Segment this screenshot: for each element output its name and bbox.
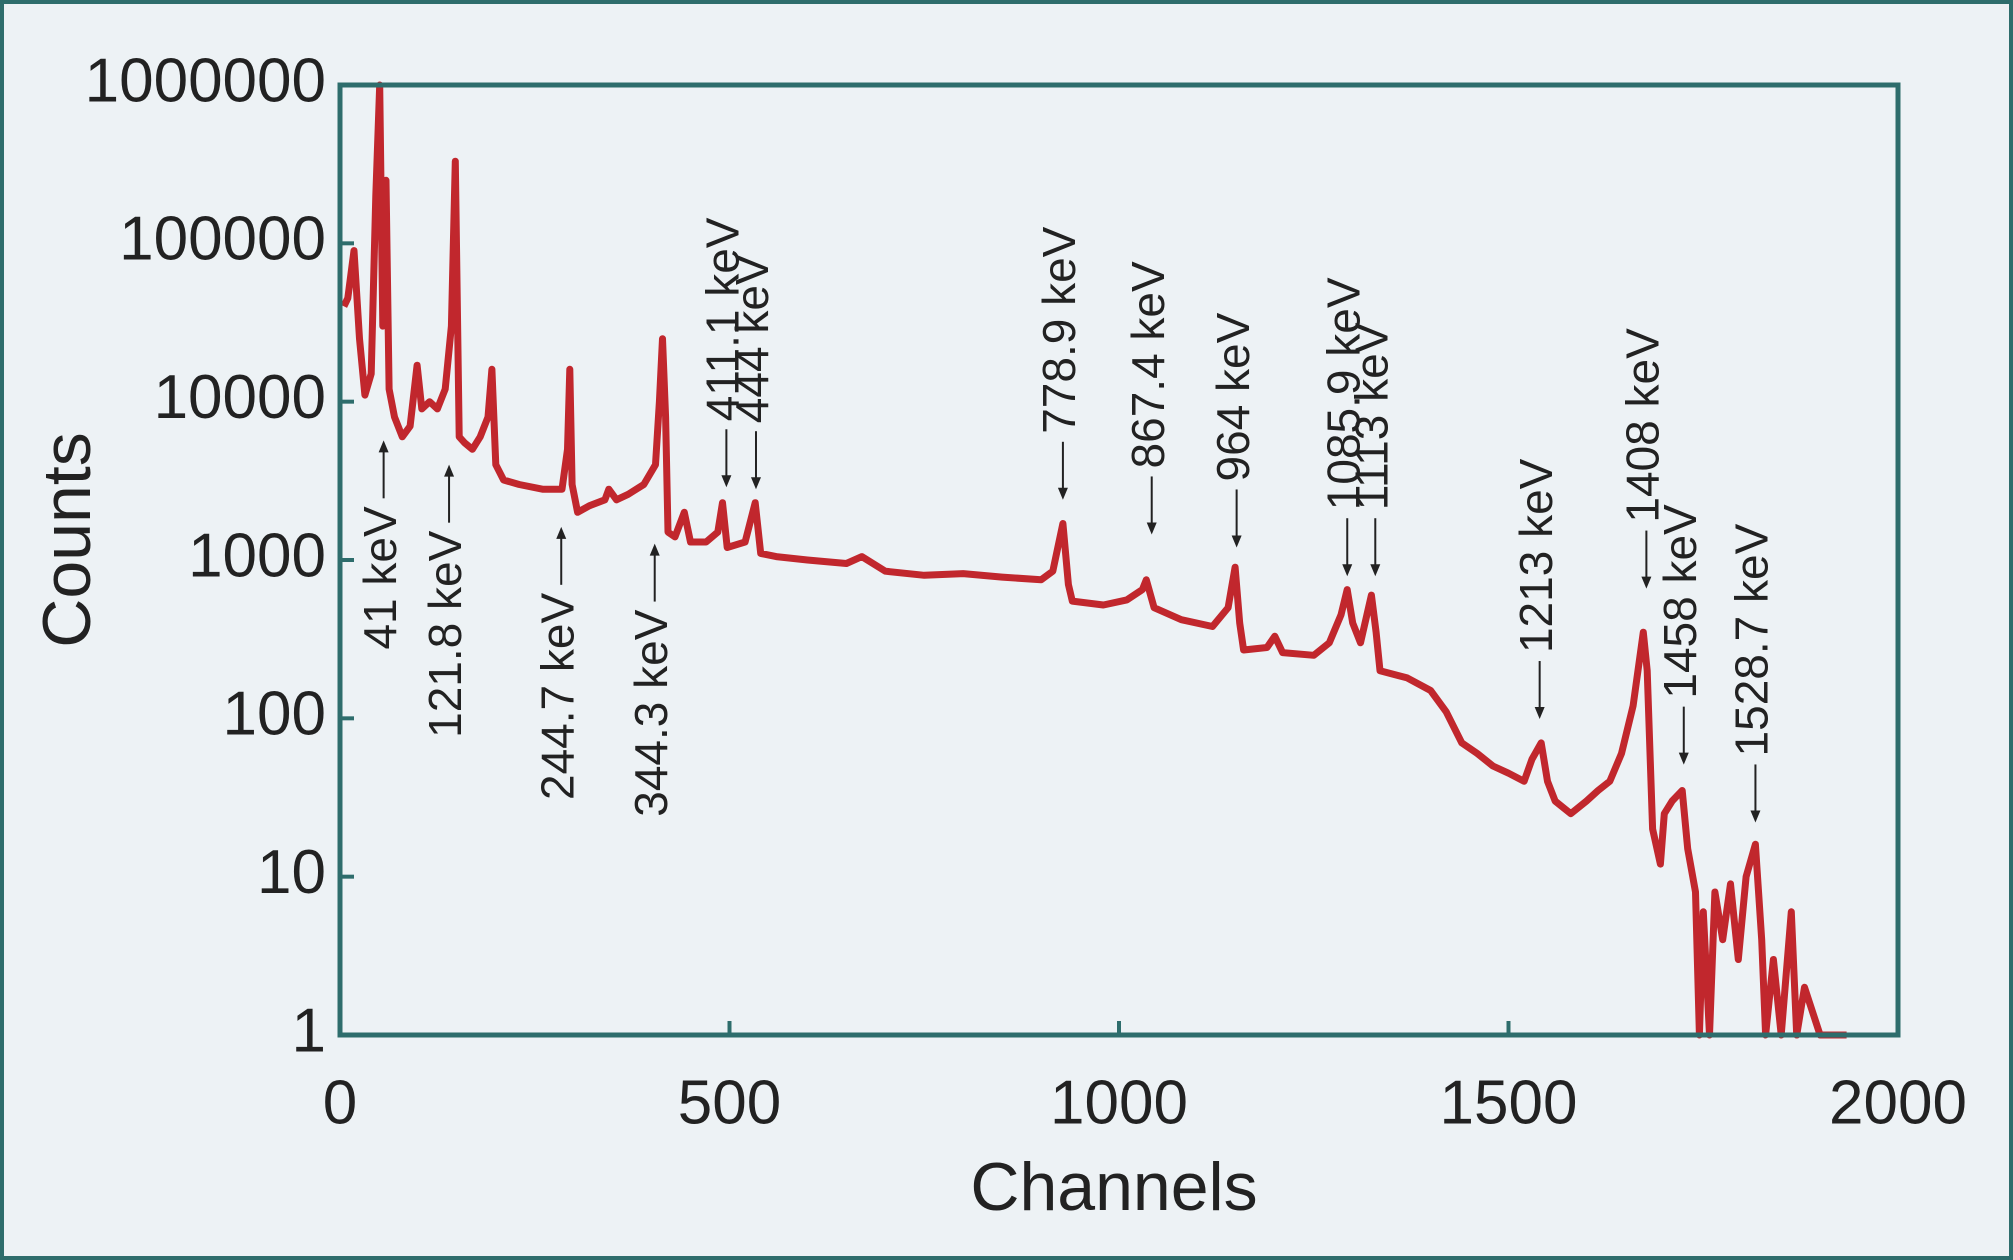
arrow-head (649, 543, 660, 556)
spectrum-line (340, 81, 1847, 1039)
x-axis-title: Channels (970, 1149, 1257, 1225)
annotation-label: 1113 keV (1345, 322, 1397, 510)
arrow-head (378, 440, 389, 453)
arrow-head (1342, 564, 1353, 577)
annotation-label: 444 keV (726, 254, 778, 423)
annotation-label: 1528.7 keV (1726, 523, 1778, 756)
arrow-head (1678, 752, 1689, 765)
arrow-head (444, 464, 455, 477)
arrow-head (556, 526, 567, 539)
annotation-label: 244.7 keV (531, 593, 583, 800)
y-tick-label: 100000 (119, 205, 326, 274)
annotation-label: 964 keV (1207, 312, 1259, 481)
y-tick-label: 10 (257, 838, 326, 907)
x-tick-label: 0 (323, 1068, 357, 1137)
arrow-head (750, 477, 761, 490)
x-tick-label: 1000 (1050, 1068, 1188, 1137)
y-tick-label: 1 (292, 996, 326, 1065)
arrow-head (1370, 564, 1381, 577)
arrow-head (1534, 707, 1545, 720)
y-tick-label: 10000 (154, 363, 326, 432)
y-tick-label: 1000 (188, 521, 326, 590)
y-tick-label: 100 (223, 680, 326, 749)
arrow-head (721, 475, 732, 488)
x-tick-label: 2000 (1829, 1068, 1967, 1137)
arrow-head (1146, 522, 1157, 535)
x-tick-label: 1500 (1440, 1068, 1578, 1137)
annotation-label: 1458 keV (1654, 504, 1706, 699)
arrow-head (1750, 810, 1761, 823)
y-tick-label: 1000000 (85, 46, 326, 115)
annotation-label: 1408 keV (1617, 328, 1669, 523)
annotation-label: 344.3 keV (625, 609, 677, 816)
annotation-label: 1213 keV (1510, 458, 1562, 653)
annotation-label: 121.8 keV (419, 530, 471, 737)
annotation-label: 411.1 keV (697, 217, 749, 421)
arrow-head (1057, 487, 1068, 500)
arrow-head (1231, 535, 1242, 548)
annotation-label: 1085.9 keV (1317, 277, 1369, 510)
x-tick-label: 500 (678, 1068, 781, 1137)
arrow-head (1641, 576, 1652, 589)
annotation-label: 778.9 keV (1033, 226, 1085, 433)
annotation-label: 867.4 keV (1122, 261, 1174, 468)
annotation-label: 41 keV (354, 506, 406, 650)
plot-frame (337, 82, 1901, 1038)
y-axis-title: Counts (29, 432, 105, 647)
